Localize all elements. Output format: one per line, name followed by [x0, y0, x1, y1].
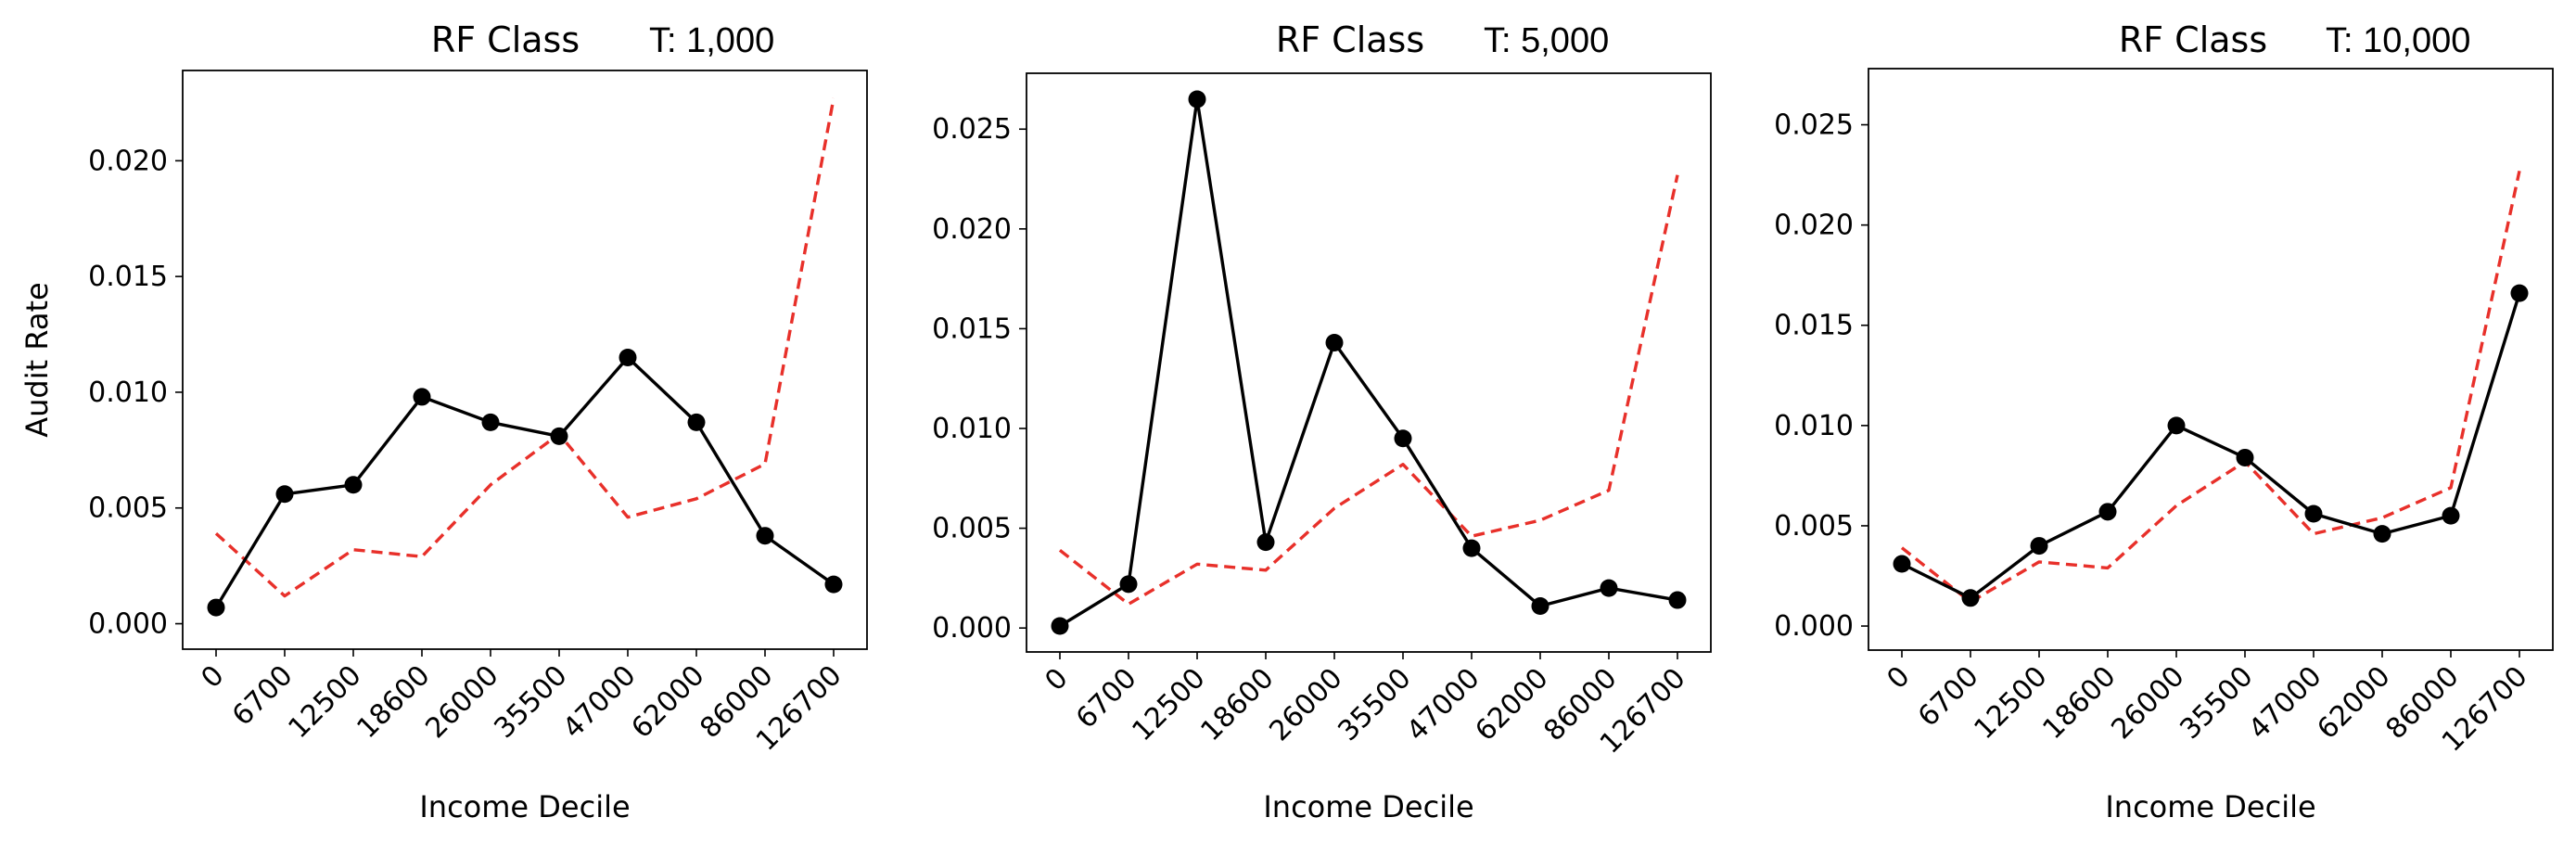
- data-point: [1051, 617, 1069, 635]
- x-axis-label: Income Decile: [2105, 789, 2315, 824]
- y-tick-label: 0.025: [1774, 109, 1854, 142]
- series-line-dashed: [1058, 174, 1679, 607]
- y-tick-label: 0.005: [932, 513, 1012, 545]
- chart-title-suffix: T: 1,000: [649, 21, 774, 60]
- data-point: [1462, 539, 1481, 557]
- chart-title-suffix: T: 10,000: [2326, 21, 2470, 60]
- y-tick-label: 0.000: [932, 612, 1012, 645]
- series-line-solid: [214, 355, 835, 608]
- plot-frame: [182, 70, 868, 650]
- x-tick-label: 0: [1881, 660, 1916, 696]
- x-tick-label: 47000: [556, 659, 642, 745]
- data-point: [1893, 555, 1911, 573]
- y-tick-label: 0.025: [932, 113, 1012, 146]
- y-tick-label: 0.020: [1774, 210, 1854, 242]
- data-point: [2510, 284, 2529, 302]
- x-tick-label: 35500: [1332, 662, 1417, 747]
- x-tick-label: 47000: [1400, 662, 1486, 747]
- y-tick-label: 0.015: [88, 261, 168, 293]
- plot-frame: [1026, 72, 1712, 653]
- data-point: [1600, 579, 1618, 597]
- data-point: [1961, 589, 1980, 607]
- x-tick-label: 47000: [2242, 660, 2327, 746]
- chart-title-suffix: T: 5,000: [1484, 21, 1609, 60]
- data-point: [2236, 448, 2254, 466]
- x-tick-label: 0: [195, 659, 230, 695]
- x-tick-label: 35500: [488, 659, 573, 745]
- y-tick-label: 0.020: [932, 213, 1012, 246]
- data-point: [824, 575, 843, 594]
- data-point: [1188, 90, 1206, 109]
- y-tick-label: 0.010: [88, 377, 168, 409]
- chart-title: RF Class: [431, 19, 580, 60]
- x-tick-label: 18600: [2036, 660, 2122, 746]
- chart-panel-1: RF Class T: 1,000 0.000 0.005 0.010 0.015 0.02…: [19, 19, 868, 824]
- x-tick-label: 18600: [1194, 662, 1280, 747]
- y-tick-label: 0.005: [1774, 510, 1854, 543]
- data-point: [1531, 597, 1549, 616]
- series-line-dashed: [1900, 170, 2521, 604]
- data-point: [618, 349, 637, 367]
- x-tick-label: 35500: [2174, 660, 2259, 746]
- data-point: [687, 413, 706, 431]
- data-point: [550, 427, 568, 445]
- data-point: [756, 527, 774, 545]
- y-tick-label: 0.010: [1774, 410, 1854, 442]
- x-axis-label: Income Decile: [1263, 789, 1473, 824]
- x-tick-label: 26000: [1263, 662, 1348, 747]
- data-point: [1394, 429, 1412, 448]
- data-point: [2030, 537, 2048, 556]
- x-tick-label: 26000: [419, 659, 504, 745]
- x-tick-label: 18600: [351, 659, 436, 745]
- data-point: [2098, 503, 2117, 521]
- y-tick-label: 0.015: [1774, 310, 1854, 342]
- y-tick-label: 0.005: [88, 492, 168, 525]
- chart-panel-2: RF Class T: 5,000 0.000 0.005 0.010 0.015 0.02…: [932, 19, 1712, 824]
- data-point: [344, 476, 363, 494]
- chart-panel-3: RF Class T: 10,000 0.000 0.005 0.010 0.015 0.0…: [1774, 19, 2554, 824]
- data-point: [413, 388, 431, 406]
- series-line-solid: [1059, 97, 1678, 628]
- data-point: [275, 485, 294, 504]
- chart-title: RF Class: [2119, 19, 2267, 60]
- y-tick-label: 0.000: [1774, 610, 1854, 643]
- x-tick-label: 62000: [625, 659, 710, 745]
- data-point: [2167, 416, 2186, 435]
- x-tick-label: 12500: [282, 659, 367, 745]
- data-point: [1119, 575, 1138, 594]
- series-line-dashed: [214, 97, 835, 598]
- data-point: [207, 598, 225, 617]
- y-axis-label: Audit Rate: [19, 282, 55, 437]
- data-point: [2304, 505, 2323, 523]
- x-tick-label: 62000: [2311, 660, 2396, 746]
- x-axis-label: Income Decile: [419, 789, 630, 824]
- data-point: [481, 413, 500, 431]
- plot-frame: [1868, 68, 2554, 651]
- data-point: [1325, 333, 1344, 351]
- data-point: [2373, 525, 2391, 543]
- data-point: [2442, 506, 2460, 525]
- y-tick-label: 0.015: [932, 313, 1012, 345]
- y-tick-label: 0.010: [932, 413, 1012, 445]
- x-tick-label: 12500: [1968, 660, 2053, 746]
- data-point: [1256, 533, 1275, 552]
- y-tick-label: 0.000: [88, 608, 168, 641]
- y-tick-label: 0.020: [88, 145, 168, 177]
- data-point: [1668, 591, 1687, 609]
- chart-title: RF Class: [1276, 19, 1424, 60]
- x-tick-label: 0: [1039, 662, 1074, 697]
- series-line-solid: [1901, 292, 2521, 600]
- x-tick-label: 12500: [1126, 662, 1211, 747]
- x-tick-label: 26000: [2105, 660, 2190, 746]
- x-tick-label: 62000: [1469, 662, 1554, 747]
